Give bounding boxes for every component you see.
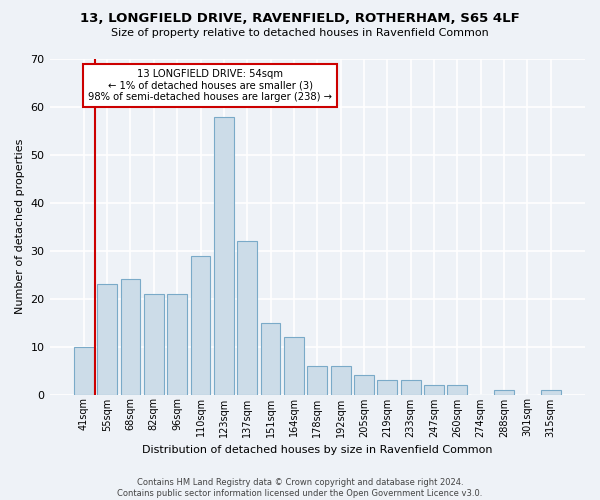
Bar: [448, 385, 467, 394]
Bar: [214, 116, 234, 394]
Bar: [97, 284, 117, 395]
X-axis label: Distribution of detached houses by size in Ravenfield Common: Distribution of detached houses by size …: [142, 445, 493, 455]
Bar: [260, 322, 280, 394]
Y-axis label: Number of detached properties: Number of detached properties: [15, 139, 25, 314]
Bar: [144, 294, 164, 394]
Bar: [401, 380, 421, 394]
Bar: [307, 366, 327, 394]
Bar: [74, 346, 94, 395]
Text: Size of property relative to detached houses in Ravenfield Common: Size of property relative to detached ho…: [111, 28, 489, 38]
Bar: [494, 390, 514, 394]
Bar: [331, 366, 350, 394]
Text: 13 LONGFIELD DRIVE: 54sqm
← 1% of detached houses are smaller (3)
98% of semi-de: 13 LONGFIELD DRIVE: 54sqm ← 1% of detach…: [88, 69, 332, 102]
Bar: [238, 241, 257, 394]
Bar: [424, 385, 444, 394]
Bar: [167, 294, 187, 394]
Bar: [191, 256, 211, 394]
Bar: [284, 337, 304, 394]
Bar: [121, 280, 140, 394]
Text: Contains HM Land Registry data © Crown copyright and database right 2024.
Contai: Contains HM Land Registry data © Crown c…: [118, 478, 482, 498]
Text: 13, LONGFIELD DRIVE, RAVENFIELD, ROTHERHAM, S65 4LF: 13, LONGFIELD DRIVE, RAVENFIELD, ROTHERH…: [80, 12, 520, 26]
Bar: [377, 380, 397, 394]
Bar: [354, 376, 374, 394]
Bar: [541, 390, 560, 394]
